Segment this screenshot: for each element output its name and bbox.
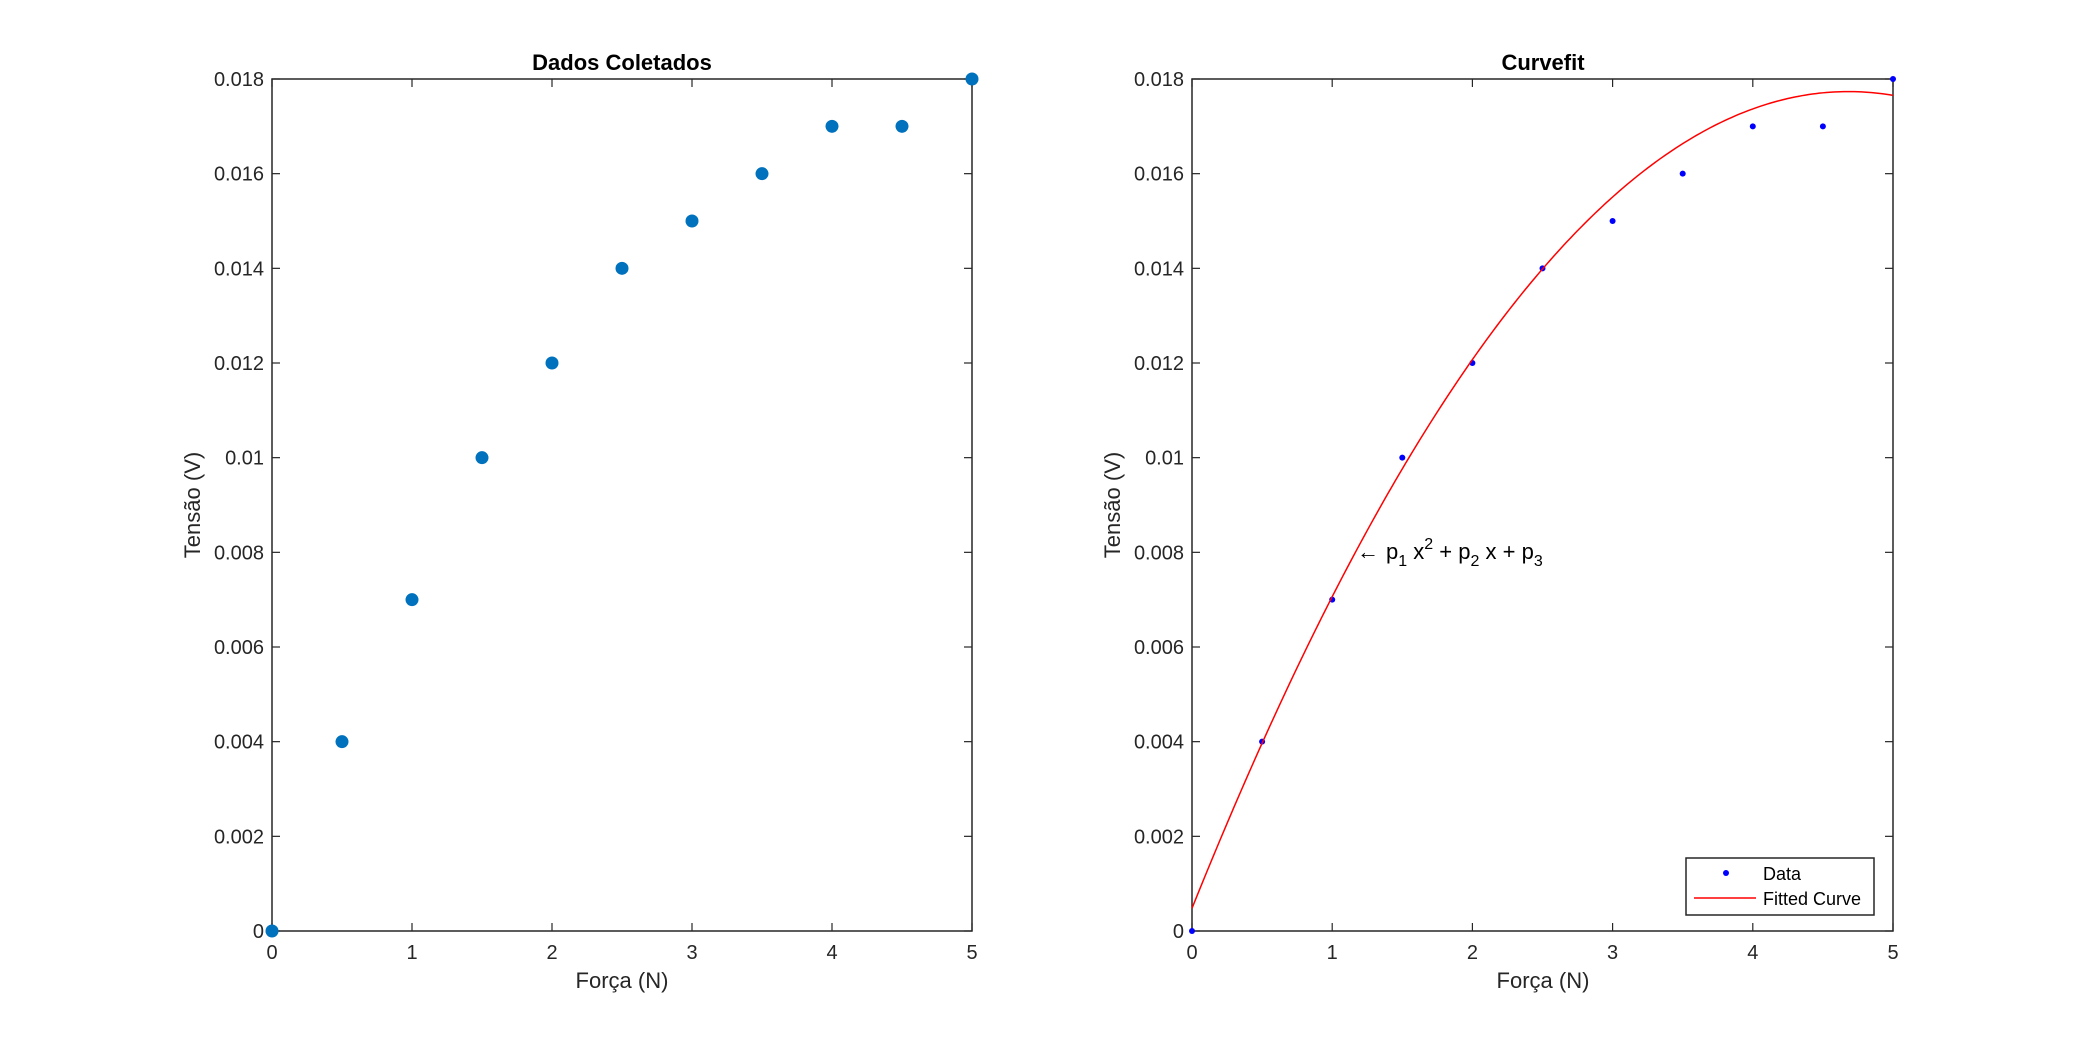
annotation-arrow: ← [1357, 539, 1379, 564]
x-axis-label: Força (N) [1497, 968, 1590, 993]
data-point [1189, 928, 1195, 934]
chart-dados-coletados: Dados Coletados Força (N) Tensão (V) 0 1 2… [180, 50, 979, 993]
y-tick-label: 0.006 [214, 637, 264, 659]
y-tick-label: 0.014 [214, 258, 264, 280]
y-tick-label: 0.018 [214, 69, 264, 91]
data-point [265, 924, 279, 938]
x-tick-label: 4 [826, 942, 837, 964]
y-tick-label: 0 [253, 921, 264, 943]
data-point [1399, 454, 1406, 461]
formula-sup-2: 2 [1424, 536, 1433, 553]
x-tick-label: 4 [1747, 942, 1758, 964]
formula-sub-1: 1 [1398, 553, 1407, 570]
x-axis-label: Força (N) [576, 968, 669, 993]
data-point [685, 214, 699, 228]
y-tick-label: 0.01 [225, 448, 264, 470]
legend-fit-label: Fitted Curve [1763, 889, 1861, 909]
data-point [545, 356, 559, 370]
y-tick-label: 0.004 [214, 732, 264, 754]
x-tick-label: 2 [546, 942, 557, 964]
legend: Data Fitted Curve [1685, 857, 1875, 916]
y-tick-label: 0.016 [1134, 164, 1184, 186]
x-tick-label: 5 [966, 942, 977, 964]
y-tick-label: 0.014 [1134, 258, 1184, 280]
chart-curvefit: Curvefit Força (N) Tensão (V) ← p1 x2 + … [1100, 50, 1899, 993]
formula-plus-p: + p [1433, 539, 1470, 564]
x-tick-label: 1 [406, 942, 417, 964]
x-tick-label: 5 [1887, 942, 1898, 964]
data-point [965, 72, 979, 86]
data-point [1890, 76, 1896, 82]
formula-p: p [1386, 539, 1398, 564]
formula-x-plus-p: x + p [1479, 539, 1533, 564]
y-axis-label: Tensão (V) [1100, 452, 1125, 558]
legend-data-marker [1723, 870, 1729, 876]
chart-title: Curvefit [1501, 50, 1585, 75]
data-point [335, 735, 349, 749]
y-tick-label: 0.008 [214, 542, 264, 564]
data-point [1749, 123, 1756, 130]
data-point [1679, 170, 1686, 177]
data-point [825, 119, 839, 133]
legend-data-label: Data [1763, 864, 1802, 884]
chart-title: Dados Coletados [532, 50, 712, 75]
y-tick-label: 0.016 [214, 164, 264, 186]
y-tick-label: 0 [1173, 921, 1184, 943]
annotation-formula: p1 x2 + p2 x + p3 [1386, 536, 1543, 570]
data-point [895, 119, 909, 133]
y-tick-label: 0.002 [214, 826, 264, 848]
data-point [1819, 123, 1826, 130]
data-point [1609, 218, 1616, 224]
legend-box [1685, 857, 1875, 916]
x-tick-label: 0 [266, 942, 277, 964]
y-tick-label: 0.018 [1134, 69, 1184, 91]
formula-sub-3: 3 [1534, 553, 1543, 570]
y-tick-label: 0.01 [1145, 448, 1184, 470]
axes-box [1191, 78, 1894, 932]
data-point [755, 167, 769, 181]
x-tick-label: 3 [1607, 942, 1618, 964]
fitted-curve [1191, 90, 1894, 909]
y-tick-label: 0.012 [214, 353, 264, 375]
data-point [475, 451, 489, 465]
x-tick-label: 2 [1467, 942, 1478, 964]
x-tick-label: 3 [686, 942, 697, 964]
data-point [615, 261, 629, 275]
annotation: ← p1 x2 + p2 x + p3 [1357, 536, 1543, 570]
y-tick-label: 0.008 [1134, 542, 1184, 564]
y-tick-label: 0.006 [1134, 637, 1184, 659]
axes-box [271, 78, 973, 932]
y-tick-label: 0.012 [1134, 353, 1184, 375]
y-tick-label: 0.004 [1134, 732, 1184, 754]
y-tick-label: 0.002 [1134, 826, 1184, 848]
x-tick-label: 1 [1327, 942, 1338, 964]
formula-sub-2: 2 [1471, 553, 1480, 570]
y-axis-label: Tensão (V) [180, 452, 205, 558]
x-tick-label: 0 [1186, 942, 1197, 964]
data-point [405, 593, 419, 607]
formula-x: x [1407, 539, 1424, 564]
